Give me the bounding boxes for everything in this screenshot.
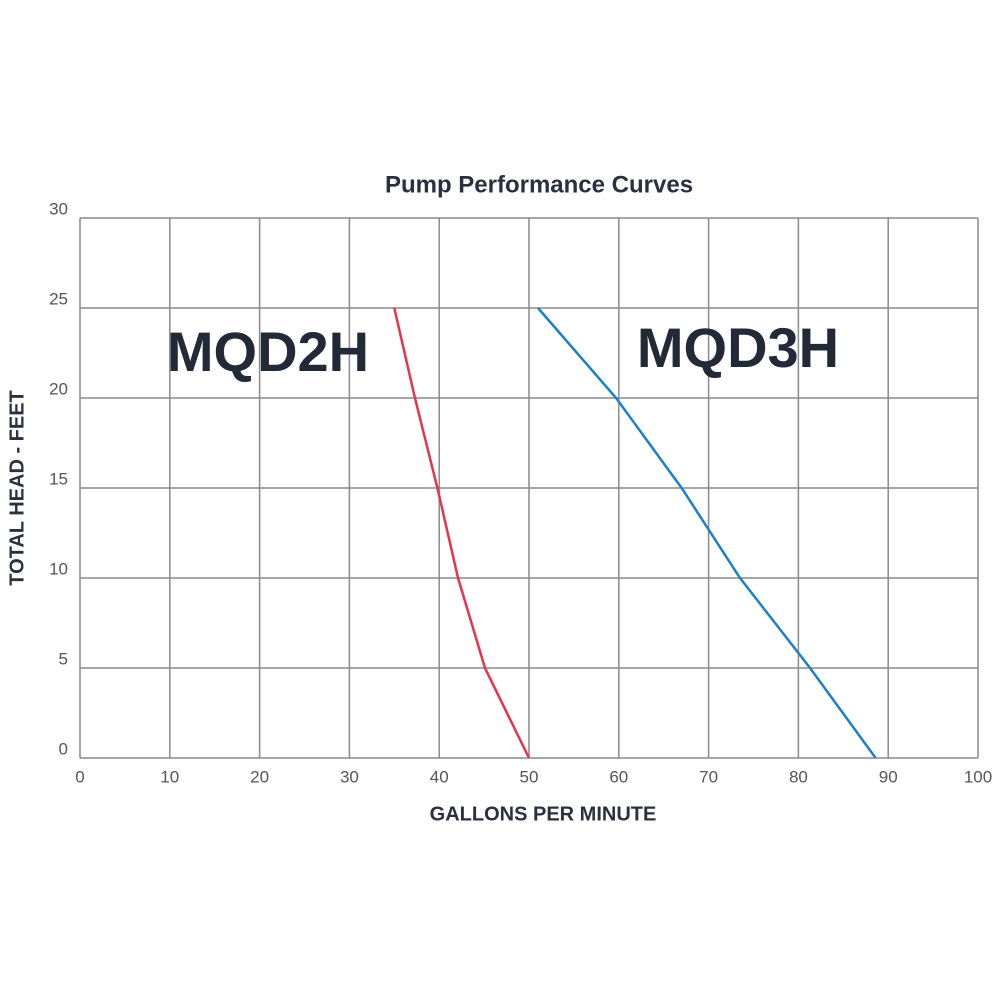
y-tick-label: 25	[49, 289, 68, 308]
y-tick-label: 10	[49, 559, 68, 578]
x-tick-label: 30	[340, 767, 359, 786]
x-tick-label: 0	[75, 767, 84, 786]
x-tick-label: 40	[430, 767, 449, 786]
series-label: MQD3H	[637, 316, 839, 379]
y-tick-label: 30	[49, 199, 68, 218]
x-tick-label: 50	[520, 767, 539, 786]
x-tick-label: 100	[964, 767, 992, 786]
y-tick-label: 15	[49, 469, 68, 488]
series-label: MQD2H	[167, 320, 369, 383]
y-tick-label: 0	[59, 739, 68, 758]
chart-title: Pump Performance Curves	[385, 171, 693, 198]
x-tick-label: 60	[609, 767, 628, 786]
x-tick-label: 80	[789, 767, 808, 786]
x-tick-label: 70	[699, 767, 718, 786]
x-tick-label: 90	[879, 767, 898, 786]
y-tick-label: 20	[49, 379, 68, 398]
series-line	[393, 307, 531, 759]
x-tick-label: 10	[160, 767, 179, 786]
y-axis-label: TOTAL HEAD - FEET	[6, 390, 28, 586]
y-tick-label: 5	[59, 649, 68, 668]
x-tick-label: 20	[250, 767, 269, 786]
series-line	[537, 307, 877, 759]
x-axis-label: GALLONS PER MINUTE	[430, 803, 657, 825]
